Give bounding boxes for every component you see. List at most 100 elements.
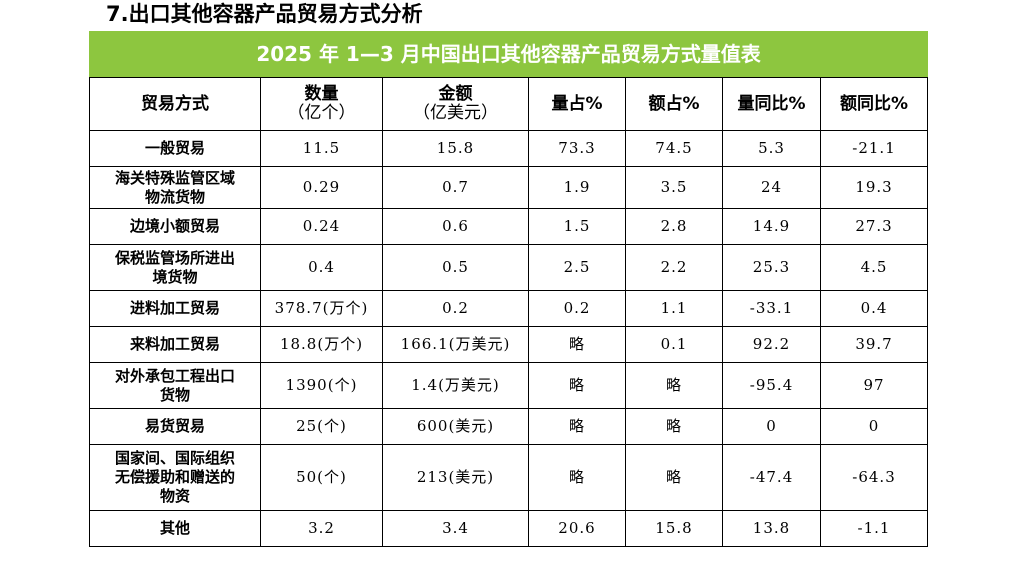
trade-mode-line: 边境小额贸易 [129,217,220,235]
amt-yoy-cell: -21.1 [819,130,929,167]
amount-cell: 213(美元) [382,444,529,511]
qty-share-cell: 略 [528,444,626,511]
quantity-cell: 1390(个) [260,362,383,409]
trade-mode-line: 无偿援助和赠送的 [114,468,235,486]
amt-yoy-cell: -64.3 [819,444,929,511]
header-row: 贸易方式 数量 （亿个） 金额 （亿美元） 量占% 额占% 量同比% 额同比% [89,77,929,131]
table-row: 进料加工贸易 378.7(万个) 0.2 0.2 1.1 -33.1 0.4 [89,290,929,327]
amt-share-cell: 略 [625,408,723,445]
amt-share-cell: 2.8 [625,208,723,245]
qty-yoy-cell: -95.4 [722,362,821,409]
header-quantity: 数量 （亿个） [260,77,383,131]
header-qty-yoy: 量同比% [722,77,821,131]
amount-cell: 15.8 [382,130,529,167]
table-row: 一般贸易 11.5 15.8 73.3 74.5 5.3 -21.1 [89,130,929,167]
trade-mode-table: 2025 年 1—3 月中国出口其他容器产品贸易方式量值表 贸易方式 数量 （亿个）… [88,31,929,547]
trade-mode-line: 对外承包工程出口 [114,366,235,385]
quantity-cell: 50(个) [260,444,383,511]
table-row: 国家间、国际组织 无偿援助和赠送的 物资 50(个) 213(美元) 略略 -47.4 -64… [89,444,929,511]
amt-share-cell: 略 [625,444,723,511]
quantity-cell: 11.5 [260,130,383,167]
trade-mode-line: 海关特殊监管区域 [114,168,235,187]
quantity-cell: 0.4 [260,244,383,291]
trade-mode-line: 其他 [159,519,190,537]
amount-cell: 600(美元) [382,408,529,445]
amt-share-cell: 1.1 [625,290,723,327]
amt-yoy-cell: 0 [819,408,929,445]
amt-share-cell: 0.1 [625,326,723,363]
trade-mode-line: 保税监管场所进出 [114,248,235,267]
qty-share-cell: 略 [528,408,626,445]
qty-share-cell: 1.5 [528,208,626,245]
header-line: 金额 [438,84,473,104]
trade-mode-cell: 对外承包工程出口 货物 [89,362,261,409]
trade-mode-cell: 一般贸易 [89,130,261,167]
quantity-cell: 0.24 [260,208,383,245]
table-row: 边境小额贸易 0.24 0.6 1.5 2.8 14.9 27.3 [89,208,929,245]
header-qty-share: 量占% [528,77,626,131]
amt-yoy-cell: 27.3 [819,208,929,245]
qty-yoy-cell: 5.3 [722,130,821,167]
trade-mode-cell: 进料加工贸易 [89,290,261,327]
header-line: 额同比% [839,93,909,114]
amt-yoy-cell: 39.7 [819,326,929,363]
trade-mode-cell: 保税监管场所进出 境货物 [89,244,261,291]
amt-share-cell: 74.5 [625,130,723,167]
amount-cell: 3.4 [382,510,529,547]
trade-mode-line: 来料加工贸易 [129,335,220,353]
trade-mode-cell: 来料加工贸易 [89,326,261,363]
amount-cell: 1.4(万美元) [382,362,529,409]
amt-yoy-cell: 0.4 [819,290,929,327]
table-row: 对外承包工程出口 货物 1390(个) 1.4(万美元) 略略 -95.4 97 [89,362,929,409]
qty-share-cell: 2.5 [528,244,626,291]
table-row: 其他 3.2 3.4 20.6 15.8 13.8 -1.1 [89,510,929,547]
trade-mode-line: 货物 [159,385,190,404]
qty-share-cell: 20.6 [528,510,626,547]
table-row: 来料加工贸易 18.8(万个) 166.1(万美元) 略 0.1 92.2 39.7 [89,326,929,363]
trade-mode-line: 境货物 [152,267,198,286]
qty-yoy-cell: 24 [722,166,821,209]
header-line: 数量 [304,84,339,104]
amt-share-cell: 略 [625,362,723,409]
amt-yoy-cell: 19.3 [819,166,929,209]
qty-share-cell: 1.9 [528,166,626,209]
amount-cell: 0.6 [382,208,529,245]
trade-mode-cell: 国家间、国际组织 无偿援助和赠送的 物资 [89,444,261,511]
trade-mode-line: 国家间、国际组织 [114,449,235,467]
qty-yoy-cell: 14.9 [722,208,821,245]
amt-yoy-cell: -1.1 [819,510,929,547]
qty-share-cell: 略 [528,326,626,363]
amount-cell: 166.1(万美元) [382,326,529,363]
qty-share-cell: 73.3 [528,130,626,167]
trade-mode-line: 易货贸易 [144,417,205,435]
header-trade-mode: 贸易方式 [89,77,261,131]
header-amt-share: 额占% [625,77,723,131]
amt-share-cell: 3.5 [625,166,723,209]
header-line: 贸易方式 [141,93,209,114]
table-caption: 2025 年 1—3 月中国出口其他容器产品贸易方式量值表 [88,31,929,78]
quantity-cell: 25(个) [260,408,383,445]
quantity-cell: 3.2 [260,510,383,547]
quantity-cell: 0.29 [260,166,383,209]
qty-yoy-cell: 13.8 [722,510,821,547]
amt-yoy-cell: 4.5 [819,244,929,291]
qty-yoy-cell: 92.2 [722,326,821,363]
amount-cell: 0.2 [382,290,529,327]
trade-mode-cell: 其他 [89,510,261,547]
table-row: 海关特殊监管区域 物流货物 0.29 0.7 1.9 3.5 24 19.3 [89,166,929,209]
trade-mode-cell: 海关特殊监管区域 物流货物 [89,166,261,209]
header-line: 量占% [551,93,603,114]
qty-yoy-cell: -47.4 [722,444,821,511]
header-line: 额占% [648,93,700,114]
header-line: （亿美元） [413,103,498,123]
qty-share-cell: 0.2 [528,290,626,327]
header-amt-yoy: 额同比% [819,77,929,131]
trade-mode-cell: 易货贸易 [89,408,261,445]
header-amount: 金额 （亿美元） [382,77,529,131]
table-row: 保税监管场所进出 境货物 0.4 0.5 2.5 2.2 25.3 4.5 [89,244,929,291]
section-heading: 7.出口其他容器产品贸易方式分析 [106,2,423,26]
quantity-cell: 378.7(万个) [260,290,383,327]
header-line: （亿个） [287,103,356,123]
table-row: 易货贸易 25(个) 600(美元) 略略 0 0 [89,408,929,445]
trade-mode-line: 一般贸易 [144,139,205,157]
